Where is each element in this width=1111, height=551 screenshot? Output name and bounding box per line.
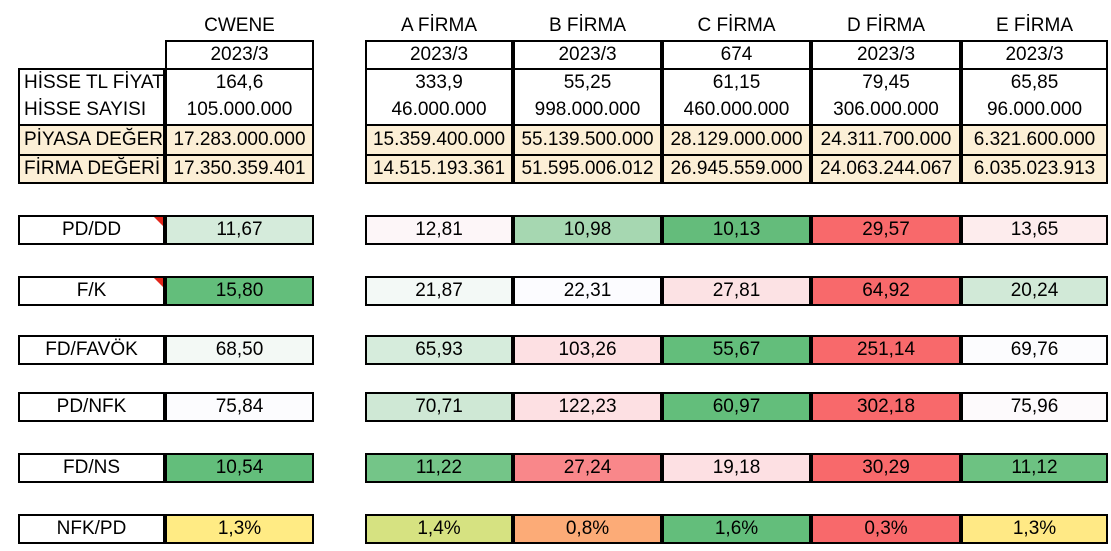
- ratio-label: FD/NS: [18, 453, 165, 483]
- info-value-cell: 61,15: [662, 68, 811, 96]
- period-cell: 2023/3: [513, 40, 662, 68]
- period-cell: 2023/3: [365, 40, 513, 68]
- ratio-value-cell: 122,23: [513, 392, 662, 422]
- ratio-value-cell: 12,81: [365, 215, 513, 245]
- ratio-value-cell: 11,22: [365, 453, 513, 483]
- ratio-value-cell: 10,98: [513, 215, 662, 245]
- ratio-value-cell: 21,87: [365, 276, 513, 306]
- period-cell: 674: [662, 40, 811, 68]
- ratio-value-cell: 27,24: [513, 453, 662, 483]
- row-label: PİYASA DEĞERİ: [18, 124, 165, 154]
- ratio-value-cell: 0,3%: [811, 514, 961, 544]
- ratio-value-cell: 22,31: [513, 276, 662, 306]
- ratio-value-cell: 20,24: [961, 276, 1108, 306]
- info-value-cell: 24.063.244.067: [811, 154, 961, 184]
- row-label: HİSSE SAYISI: [18, 96, 165, 124]
- ratio-label: NFK/PD: [18, 514, 165, 544]
- ratio-value-cell: 29,57: [811, 215, 961, 245]
- info-value-cell: 26.945.559.000: [662, 154, 811, 184]
- comment-indicator-icon[interactable]: [154, 217, 163, 226]
- column-header: C FİRMA: [697, 15, 776, 36]
- ratio-value-cell: 103,26: [513, 335, 662, 365]
- ratio-value-cell: 15,80: [165, 276, 314, 306]
- column-header: A FİRMA: [400, 15, 477, 36]
- comment-indicator-icon[interactable]: [154, 278, 163, 287]
- info-value-cell: 51.595.006.012: [513, 154, 662, 184]
- ratio-value-cell: 302,18: [811, 392, 961, 422]
- ratio-value-cell: 13,65: [961, 215, 1108, 245]
- ratio-value-cell: 10,54: [165, 453, 314, 483]
- ratio-value-cell: 251,14: [811, 335, 961, 365]
- ratio-value-cell: 27,81: [662, 276, 811, 306]
- info-value-cell: 14.515.193.361: [365, 154, 513, 184]
- info-value-cell: 46.000.000: [365, 96, 513, 124]
- ratio-value-cell: 69,76: [961, 335, 1108, 365]
- ratio-value-cell: 68,50: [165, 335, 314, 365]
- ratio-label: F/K: [18, 276, 165, 306]
- info-value-cell: 17.283.000.000: [165, 124, 314, 154]
- ratio-value-cell: 1,4%: [365, 514, 513, 544]
- info-value-cell: 998.000.000: [513, 96, 662, 124]
- ratio-value-cell: 19,18: [662, 453, 811, 483]
- ratio-value-cell: 1,3%: [165, 514, 314, 544]
- column-header: CWENE: [204, 15, 275, 36]
- period-cell: 2023/3: [165, 40, 314, 68]
- period-cell: 2023/3: [961, 40, 1108, 68]
- ratio-value-cell: 70,71: [365, 392, 513, 422]
- ratio-value-cell: 75,96: [961, 392, 1108, 422]
- info-value-cell: 55.139.500.000: [513, 124, 662, 154]
- ratio-label: PD/DD: [18, 215, 165, 245]
- ratio-value-cell: 0,8%: [513, 514, 662, 544]
- period-cell: 2023/3: [811, 40, 961, 68]
- info-value-cell: 460.000.000: [662, 96, 811, 124]
- info-value-cell: 96.000.000: [961, 96, 1108, 124]
- column-header: D FİRMA: [846, 15, 926, 36]
- ratio-value-cell: 10,13: [662, 215, 811, 245]
- ratio-value-cell: 64,92: [811, 276, 961, 306]
- ratio-value-cell: 60,97: [662, 392, 811, 422]
- ratio-value-cell: 75,84: [165, 392, 314, 422]
- info-value-cell: 24.311.700.000: [811, 124, 961, 154]
- info-value-cell: 65,85: [961, 68, 1108, 96]
- ratio-value-cell: 1,3%: [961, 514, 1108, 544]
- ratio-value-cell: 30,29: [811, 453, 961, 483]
- ratio-label: PD/NFK: [18, 392, 165, 422]
- ratio-value-cell: 65,93: [365, 335, 513, 365]
- ratio-value-cell: 11,12: [961, 453, 1108, 483]
- column-header: B FİRMA: [548, 15, 627, 36]
- ratio-value-cell: 1,6%: [662, 514, 811, 544]
- info-value-cell: 15.359.400.000: [365, 124, 513, 154]
- ratio-label: FD/FAVÖK: [18, 335, 165, 365]
- ratio-value-cell: 11,67: [165, 215, 314, 245]
- info-value-cell: 79,45: [811, 68, 961, 96]
- info-value-cell: 6.321.600.000: [961, 124, 1108, 154]
- info-value-cell: 6.035.023.913: [961, 154, 1108, 184]
- row-label: HİSSE TL FİYATI: [18, 68, 165, 96]
- ratio-value-cell: 55,67: [662, 335, 811, 365]
- info-value-cell: 55,25: [513, 68, 662, 96]
- info-value-cell: 333,9: [365, 68, 513, 96]
- info-value-cell: 28.129.000.000: [662, 124, 811, 154]
- info-value-cell: 105.000.000: [165, 96, 314, 124]
- row-label: FİRMA DEĞERİ: [18, 154, 165, 184]
- info-value-cell: 17.350.359.401: [165, 154, 314, 184]
- info-value-cell: 164,6: [165, 68, 314, 96]
- info-value-cell: 306.000.000: [811, 96, 961, 124]
- column-header: E FİRMA: [995, 15, 1074, 36]
